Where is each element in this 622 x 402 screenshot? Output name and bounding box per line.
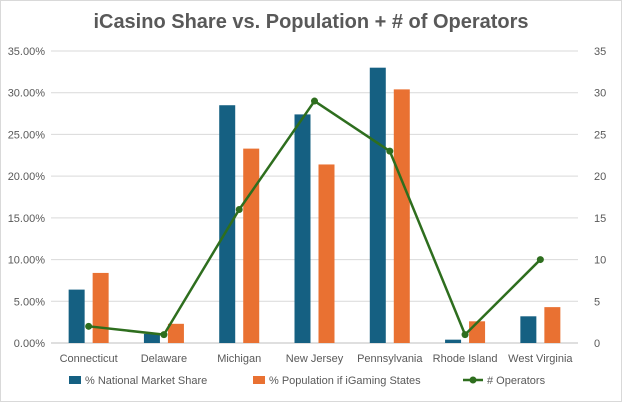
operators-point-delaware bbox=[160, 331, 168, 339]
y-right-tick-label: 5 bbox=[594, 296, 600, 308]
operators-line bbox=[85, 97, 544, 339]
bar-market-share-delaware bbox=[143, 333, 160, 343]
y-left-tick-label: 20.00% bbox=[8, 171, 46, 183]
bar-population-rhode-island bbox=[469, 321, 486, 343]
bar-population-west-virginia bbox=[544, 307, 561, 343]
legend-swatch-0 bbox=[69, 376, 81, 384]
bar-population-michigan bbox=[243, 148, 260, 343]
y-left-tick-label: 10.00% bbox=[8, 255, 46, 267]
bar-population-connecticut bbox=[92, 272, 109, 343]
x-tick-label: New Jersey bbox=[286, 353, 344, 365]
y-axis-left: 0.00% 5.00% 10.00% 15.00% 20.00% 25.00% 30.00%… bbox=[8, 46, 46, 350]
legend: % National Market Share % Population if i… bbox=[69, 375, 546, 387]
bar-market-share-michigan bbox=[219, 105, 236, 343]
y-left-tick-label: 35.00% bbox=[8, 46, 46, 58]
y-right-tick-label: 15 bbox=[594, 213, 606, 225]
y-right-tick-label: 30 bbox=[594, 88, 606, 100]
bar-population-delaware bbox=[167, 323, 184, 343]
gridlines bbox=[51, 50, 578, 344]
bar-market-share-pennsylvania bbox=[369, 67, 386, 343]
bar-market-share-new-jersey bbox=[294, 114, 311, 343]
bar-population-new-jersey bbox=[318, 164, 335, 343]
bars bbox=[68, 67, 561, 344]
x-tick-label: Rhode Island bbox=[433, 353, 498, 365]
y-right-tick-label: 25 bbox=[594, 129, 606, 141]
y-right-tick-label: 20 bbox=[594, 171, 606, 183]
bar-market-share-rhode-island bbox=[445, 339, 462, 343]
chart-title: iCasino Share vs. Population + # of Oper… bbox=[93, 11, 528, 33]
y-left-tick-label: 5.00% bbox=[14, 296, 45, 308]
y-axis-right: 0 5 10 15 20 25 30 35 bbox=[594, 46, 606, 350]
y-left-tick-label: 0.00% bbox=[14, 338, 45, 350]
y-right-tick-label: 10 bbox=[594, 255, 606, 267]
x-tick-label: West Virginia bbox=[508, 353, 573, 365]
y-right-tick-label: 35 bbox=[594, 46, 606, 58]
operators-point-rhode-island bbox=[461, 331, 469, 339]
bar-market-share-connecticut bbox=[68, 289, 85, 343]
legend-swatch-marker bbox=[469, 376, 477, 384]
bar-population-pennsylvania bbox=[393, 89, 410, 344]
operators-point-connecticut bbox=[85, 322, 93, 330]
operators-point-west-virginia bbox=[536, 256, 544, 264]
legend-label-0: % National Market Share bbox=[85, 375, 207, 387]
x-axis: Connecticut Delaware Michigan New Jersey Pen… bbox=[60, 353, 574, 365]
x-tick-label: Connecticut bbox=[60, 353, 118, 365]
y-right-tick-label: 0 bbox=[594, 338, 600, 350]
x-tick-label: Pennsylvania bbox=[357, 353, 423, 365]
operators-point-new-jersey bbox=[311, 97, 318, 105]
y-left-tick-label: 25.00% bbox=[8, 129, 46, 141]
y-left-tick-label: 30.00% bbox=[8, 88, 46, 100]
x-tick-label: Delaware bbox=[141, 353, 187, 365]
legend-label-2: # Operators bbox=[487, 375, 546, 387]
operators-point-michigan bbox=[235, 206, 243, 214]
y-left-tick-label: 15.00% bbox=[8, 213, 46, 225]
operators-point-pennsylvania bbox=[386, 147, 394, 155]
legend-label-1: % Population if iGaming States bbox=[269, 375, 421, 387]
x-tick-label: Michigan bbox=[217, 353, 261, 365]
legend-swatch-1 bbox=[253, 376, 265, 384]
bar-market-share-west-virginia bbox=[520, 316, 537, 343]
